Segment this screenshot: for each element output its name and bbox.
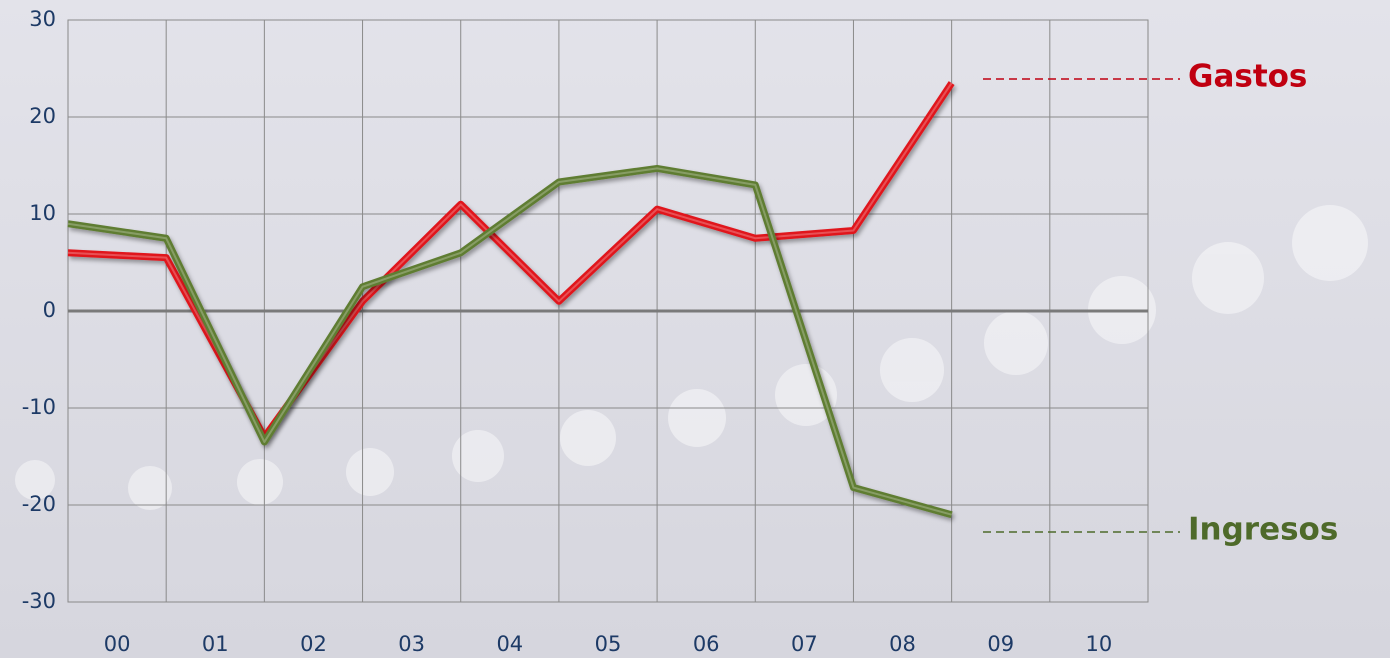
series-line [67,164,953,519]
x-tick-label: 01 [202,632,229,656]
x-tick-label: 10 [1086,632,1113,656]
y-tick-label: -30 [22,589,56,613]
x-tick-label: 05 [595,632,622,656]
x-tick-label: 08 [889,632,916,656]
x-tick-label: 02 [300,632,327,656]
y-tick-label: 20 [29,104,56,128]
y-tick-label: 30 [29,7,56,31]
y-tick-label: 10 [29,201,56,225]
series-highlight [67,167,952,516]
x-tick-label: 03 [398,632,425,656]
y-tick-label: 0 [43,298,56,322]
x-tick-label: 07 [791,632,818,656]
legend-label: Ingresos [1188,512,1338,548]
y-tick-label: -20 [22,492,56,516]
x-tick-label: 00 [104,632,131,656]
x-tick-label: 06 [693,632,720,656]
x-tick-label: 09 [987,632,1014,656]
y-tick-label: -10 [22,395,56,419]
x-tick-label: 04 [496,632,523,656]
legend-label: Gastos [1188,59,1307,95]
